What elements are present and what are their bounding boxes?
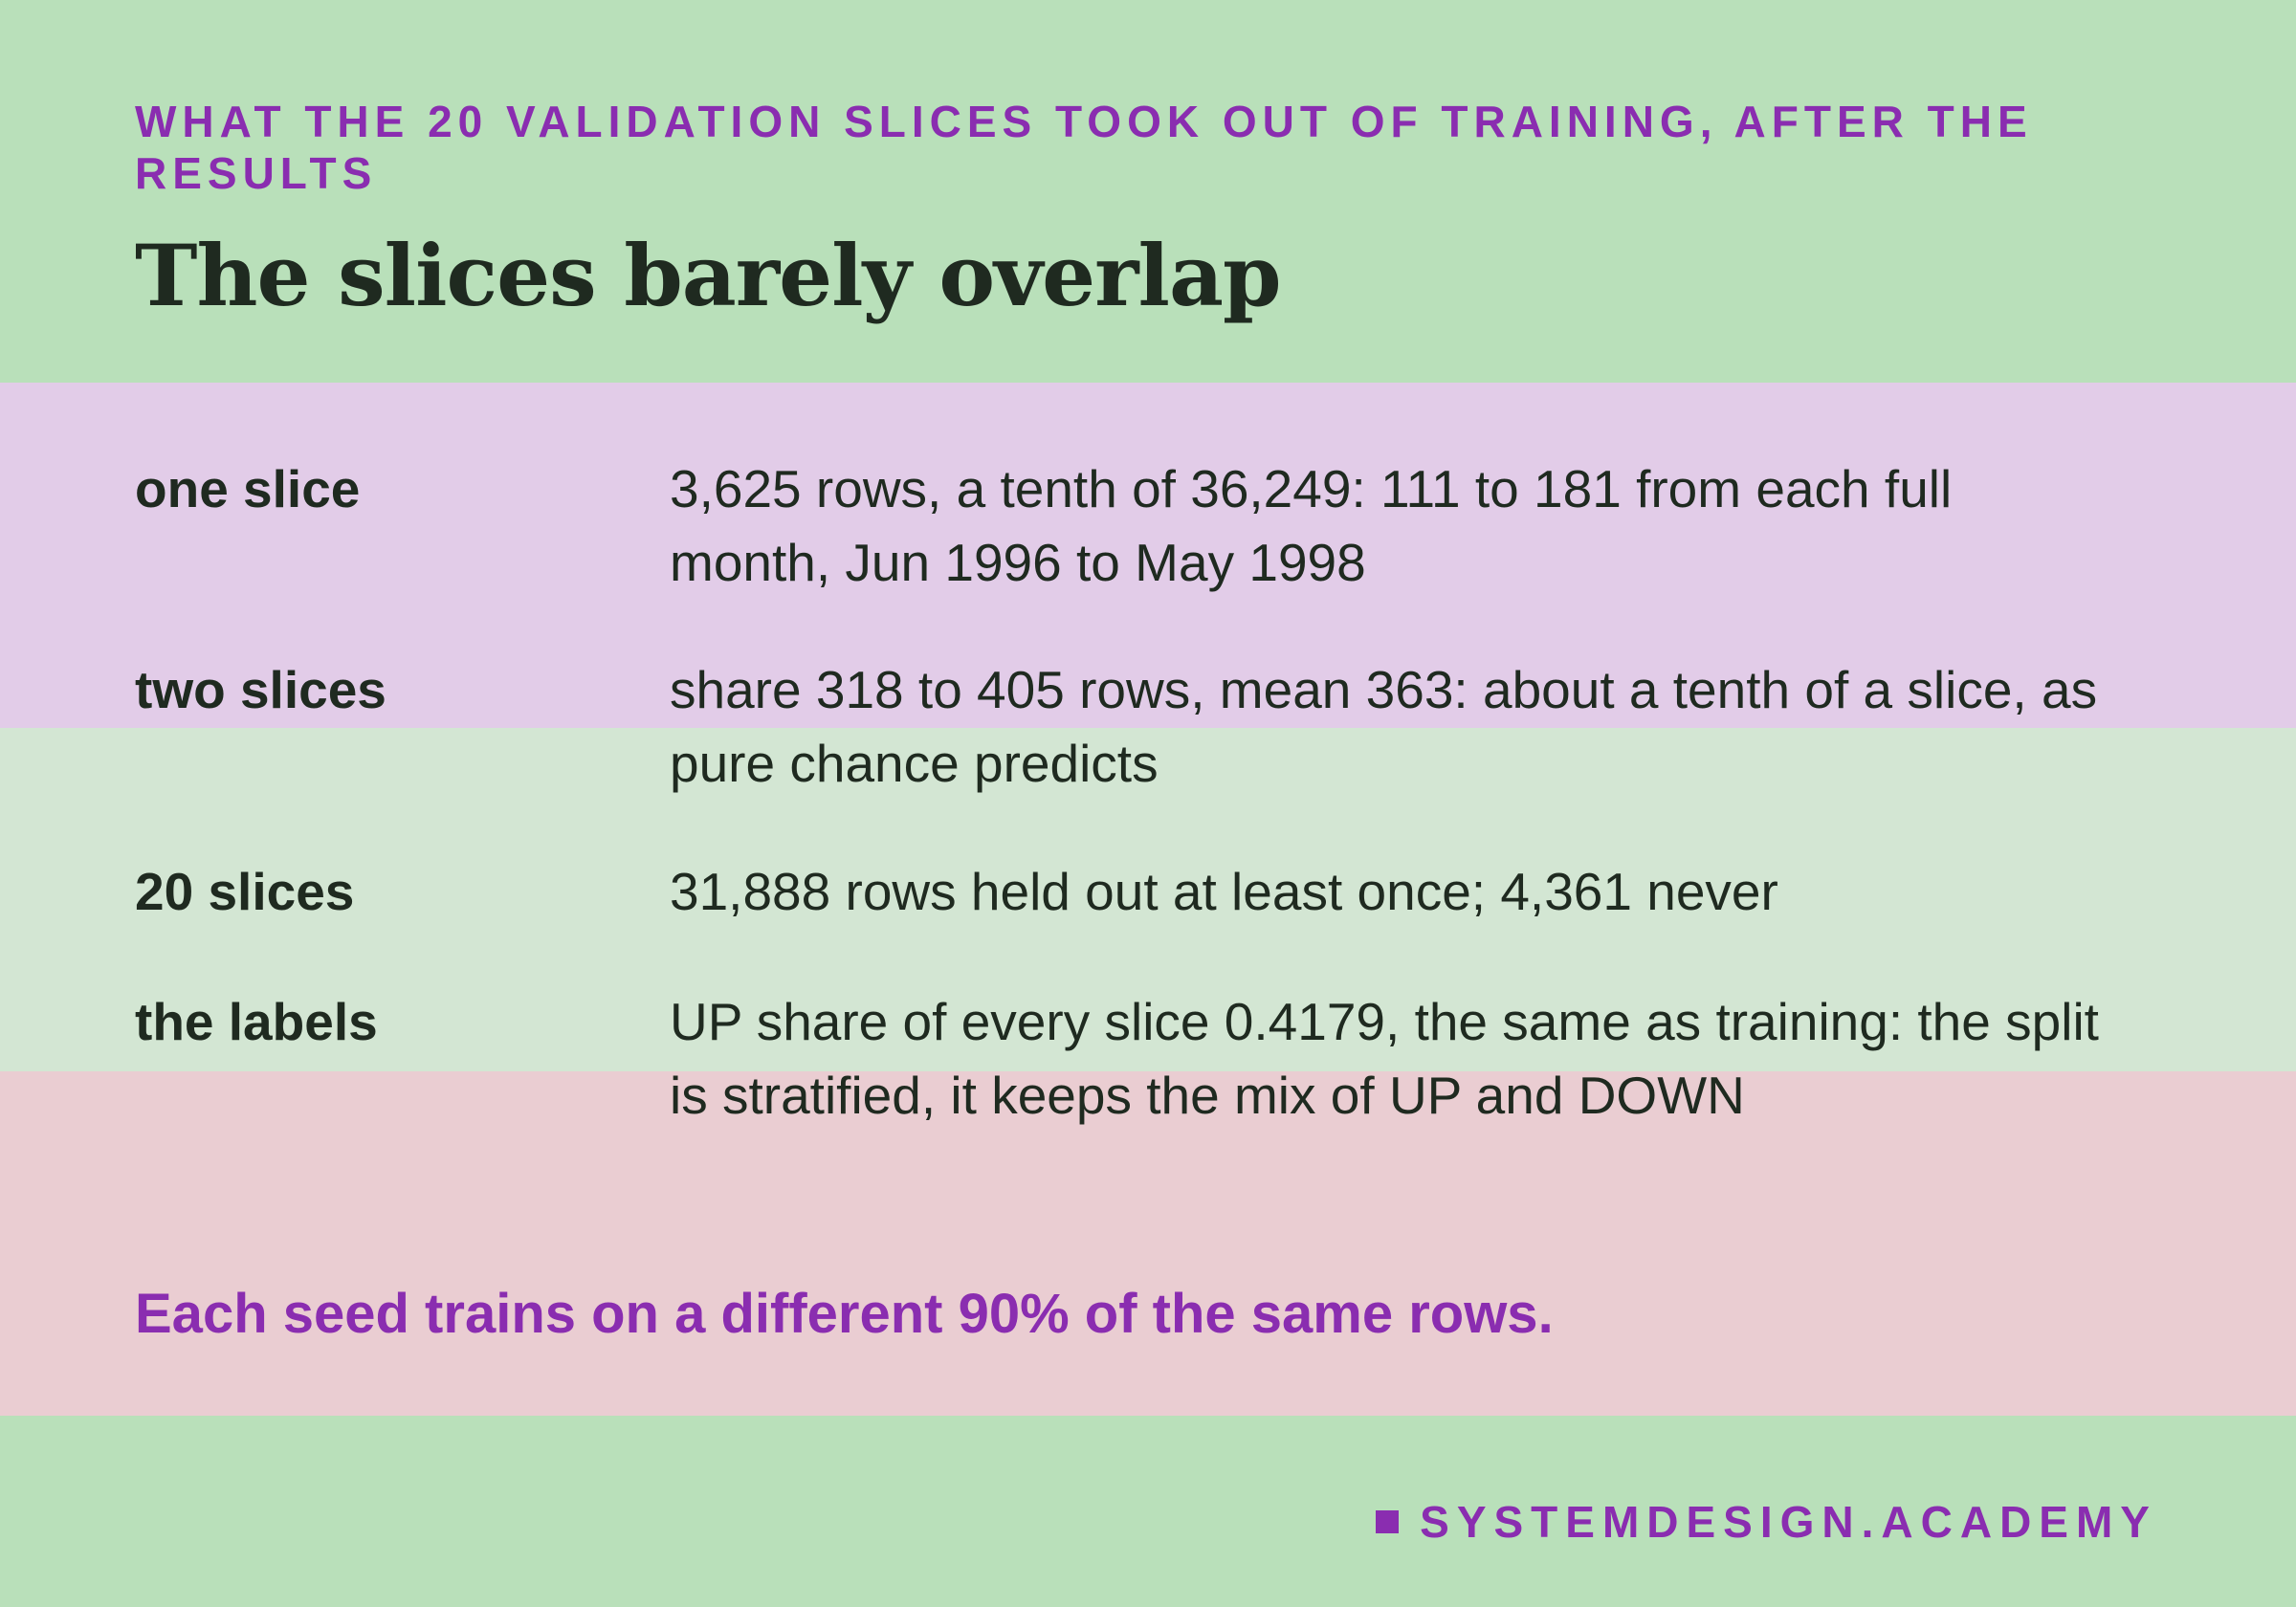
row-text: 31,888 rows held out at least once; 4,36… bbox=[670, 862, 1778, 921]
row-text: 3,625 rows, a tenth of 36,249: 111 to 18… bbox=[670, 459, 1953, 592]
brand: SYSTEMDESIGN.ACADEMY bbox=[1376, 1496, 2157, 1548]
brand-text: SYSTEMDESIGN.ACADEMY bbox=[1420, 1497, 2157, 1547]
brand-mark bbox=[1376, 1510, 1400, 1533]
title: The slices barely overlap bbox=[135, 226, 1282, 325]
row-label: one slice bbox=[135, 459, 361, 518]
row-label: two slices bbox=[135, 660, 386, 719]
footer-note: Each seed trains on a different 90% of t… bbox=[135, 1283, 1554, 1345]
row-label: 20 slices bbox=[135, 862, 355, 921]
band-pink bbox=[0, 1071, 2296, 1416]
band-purple bbox=[0, 383, 2296, 728]
row-label: the labels bbox=[135, 992, 378, 1051]
band-green bbox=[0, 728, 2296, 1071]
kicker: What the 20 validation slices took out o… bbox=[135, 97, 2033, 198]
row-text: UP share of every slice 0.4179, the same… bbox=[670, 992, 2099, 1125]
row-text: share 318 to 405 rows, mean 363: about a… bbox=[670, 660, 2098, 793]
